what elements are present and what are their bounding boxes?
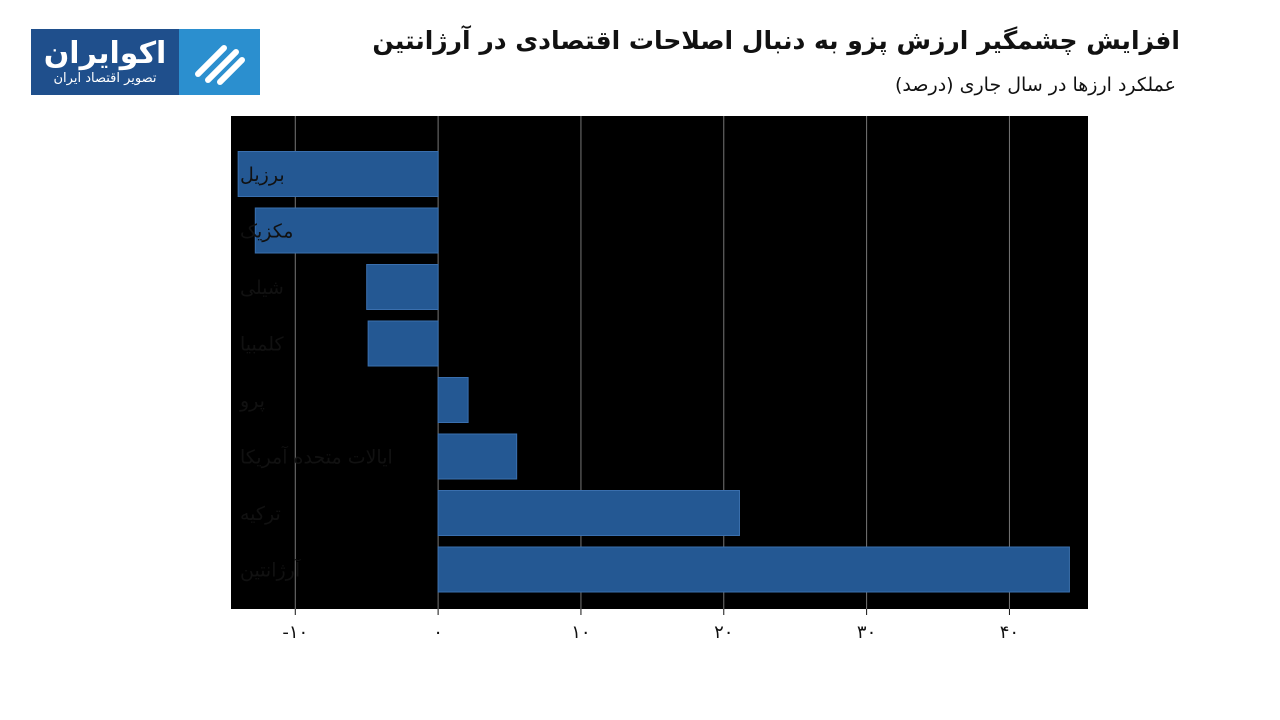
category-label: مکزیک: [240, 221, 293, 243]
category-label: پرو: [239, 390, 265, 412]
tick-label: ۴۰: [1000, 622, 1019, 643]
bar: [366, 264, 439, 310]
bar: [437, 433, 518, 480]
category-label: ترکیه: [240, 503, 281, 525]
bar: [254, 207, 439, 254]
x-axis-ticks: -۱۰ ۰ ۱۰ ۲۰ ۳۰ ۴۰: [282, 609, 1019, 643]
logo-wordmark: اکوایران تصویر اقتصاد ایران: [31, 29, 179, 95]
category-label: کلمبیا: [240, 334, 285, 356]
bar: [437, 546, 1070, 593]
logo-emblem-icon: [179, 29, 260, 95]
category-label: شیلی: [240, 277, 284, 299]
chart-subtitle: عملکرد ارزها در سال جاری (درصد): [895, 74, 1176, 96]
bar: [237, 151, 439, 197]
logo-name: اکوایران: [43, 36, 167, 71]
tick-label: ۲۰: [714, 622, 733, 643]
bars: [237, 151, 1070, 593]
tick-label: ۰: [433, 622, 443, 643]
logo-tagline: تصویر اقتصاد ایران: [53, 71, 157, 86]
category-label: برزیل: [240, 164, 285, 186]
category-labels: برزیل مکزیک شیلی کلمبیا پرو ایالات متحده آمری…: [239, 164, 393, 582]
bar: [367, 320, 439, 367]
category-label: ایالات متحده آمریکا: [240, 445, 393, 469]
tick-label: ۳۰: [857, 622, 876, 643]
tick-label: ۱۰: [571, 622, 590, 643]
tick-label: -۱۰: [282, 622, 308, 643]
bar: [437, 377, 469, 423]
chart-title: افزایش چشمگیر ارزش پزو به دنبال اصلاحات …: [372, 26, 1180, 55]
category-label: آرژانتین: [240, 558, 301, 582]
brand-logo: اکوایران تصویر اقتصاد ایران: [31, 29, 260, 95]
bar: [437, 490, 740, 536]
